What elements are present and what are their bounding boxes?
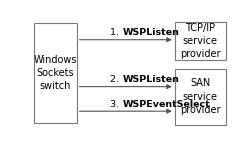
- FancyBboxPatch shape: [174, 69, 225, 125]
- Text: WSPEventSelect: WSPEventSelect: [122, 100, 209, 109]
- Text: 3.: 3.: [110, 100, 122, 109]
- Text: TCP/IP
service
provider: TCP/IP service provider: [179, 23, 220, 59]
- Text: Windows
Sockets
switch: Windows Sockets switch: [33, 55, 77, 91]
- FancyBboxPatch shape: [34, 23, 76, 124]
- Text: SAN
service
provider: SAN service provider: [179, 78, 220, 115]
- Text: WSPListen: WSPListen: [122, 29, 179, 38]
- Text: 1.: 1.: [110, 29, 122, 38]
- Text: 2.: 2.: [110, 75, 122, 84]
- Text: WSPListen: WSPListen: [122, 75, 179, 84]
- FancyBboxPatch shape: [174, 22, 225, 60]
